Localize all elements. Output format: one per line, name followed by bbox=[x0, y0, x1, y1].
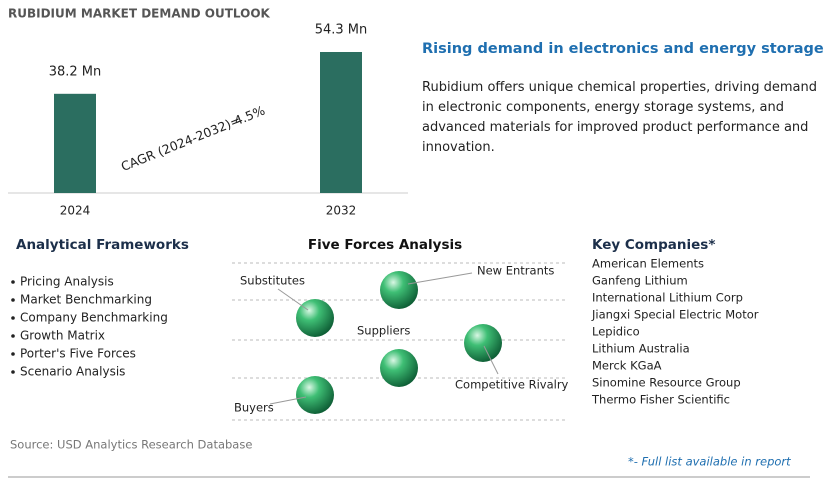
company-item: Merck KGaA bbox=[592, 359, 662, 373]
bullet bbox=[11, 334, 15, 338]
bullet bbox=[11, 370, 15, 374]
leader-line bbox=[483, 345, 499, 375]
bar bbox=[320, 52, 362, 193]
cagr-annotation: CAGR (2024-2032)=4.5% bbox=[119, 102, 267, 174]
force-sphere bbox=[380, 349, 418, 387]
highlight-text: Rubidium offers unique chemical properti… bbox=[422, 80, 817, 155]
company-item: Thermo Fisher Scientific bbox=[591, 393, 730, 407]
leader-line bbox=[277, 288, 309, 311]
leader-line bbox=[269, 396, 307, 405]
company-item: International Lithium Corp bbox=[592, 291, 743, 305]
company-item: Jiangxi Special Electric Motor bbox=[591, 308, 759, 322]
force-label: Competitive Rivalry bbox=[455, 378, 569, 392]
company-item: Ganfeng Lithium bbox=[592, 274, 688, 288]
frameworks-title: Analytical Frameworks bbox=[16, 237, 189, 253]
force-label: Suppliers bbox=[357, 324, 410, 338]
x-tick-label: 2032 bbox=[326, 204, 357, 218]
dashed-lines bbox=[232, 262, 565, 421]
highlight-title: Rising demand in electronics and energy … bbox=[422, 41, 824, 57]
bullet bbox=[11, 280, 15, 284]
companies-note: *- Full list available in report bbox=[628, 455, 791, 469]
framework-item: Porter's Five Forces bbox=[20, 347, 136, 361]
force-sphere bbox=[296, 299, 334, 337]
company-item: Sinomine Resource Group bbox=[592, 376, 741, 390]
force-sphere bbox=[380, 271, 418, 309]
chart-title: RUBIDIUM MARKET DEMAND OUTLOOK bbox=[8, 7, 271, 21]
companies-title: Key Companies* bbox=[592, 237, 715, 253]
x-tick-label: 2024 bbox=[60, 204, 91, 218]
framework-item: Growth Matrix bbox=[20, 329, 105, 343]
force-sphere bbox=[296, 376, 334, 414]
bullet bbox=[11, 316, 15, 320]
framework-item: Company Benchmarking bbox=[20, 311, 168, 325]
force-label: Buyers bbox=[234, 401, 274, 415]
force-sphere bbox=[464, 324, 502, 362]
value-label: 54.3 Mn bbox=[315, 23, 368, 38]
framework-item: Scenario Analysis bbox=[20, 365, 125, 379]
company-item: Lithium Australia bbox=[592, 342, 690, 356]
force-label: New Entrants bbox=[477, 264, 554, 278]
framework-item: Market Benchmarking bbox=[20, 293, 152, 307]
value-label: 38.2 Mn bbox=[49, 64, 102, 79]
bullet bbox=[11, 352, 15, 356]
bar bbox=[54, 93, 96, 193]
company-item: American Elements bbox=[592, 257, 704, 271]
company-item: Lepidico bbox=[592, 325, 640, 339]
cagr-label: CAGR (2024-2032)= bbox=[119, 112, 243, 174]
force-label: Substitutes bbox=[240, 274, 305, 288]
cagr-value: 4.5% bbox=[232, 102, 267, 128]
leader-line bbox=[407, 272, 473, 285]
bullet bbox=[11, 298, 15, 302]
framework-item: Pricing Analysis bbox=[20, 275, 114, 289]
five-forces-title: Five Forces Analysis bbox=[308, 237, 462, 253]
source: Source: USD Analytics Research Database bbox=[10, 438, 252, 452]
